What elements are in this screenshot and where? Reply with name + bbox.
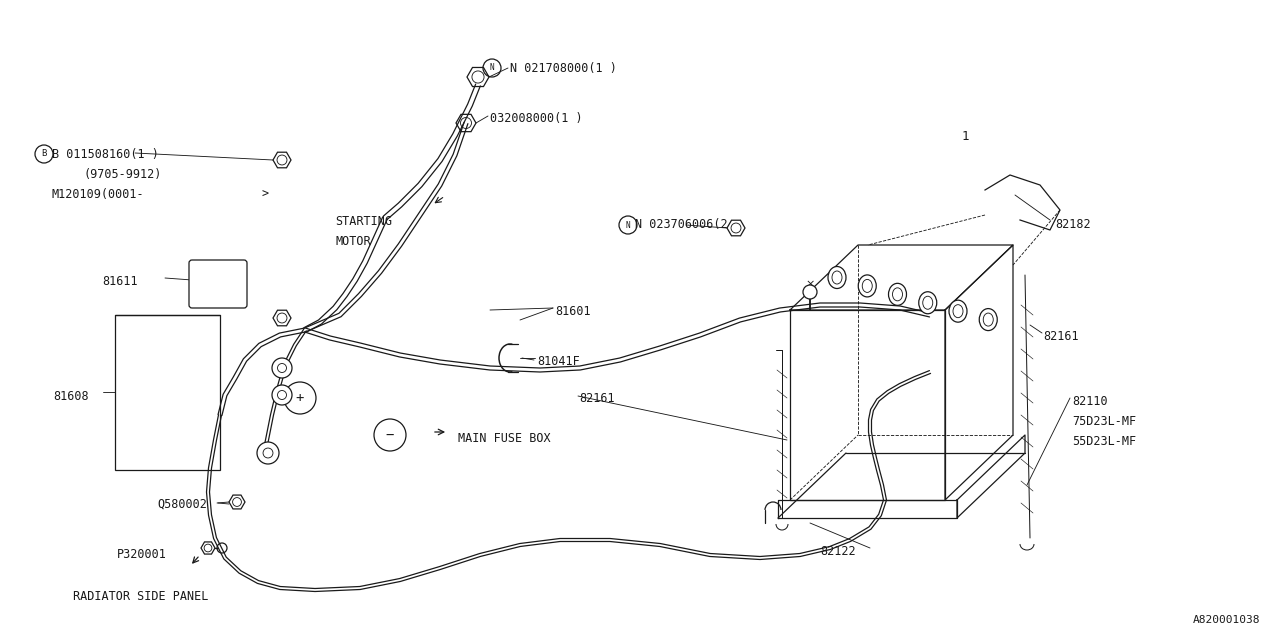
Ellipse shape [888, 284, 906, 305]
Text: N 023706006(2: N 023706006(2 [635, 218, 727, 231]
Text: N 021708000(1 ): N 021708000(1 ) [509, 62, 617, 75]
Text: N: N [626, 221, 630, 230]
Circle shape [273, 358, 292, 378]
Bar [115, 315, 220, 470]
Text: +: + [296, 391, 305, 405]
Circle shape [374, 419, 406, 451]
Circle shape [257, 442, 279, 464]
Text: N: N [490, 63, 494, 72]
Circle shape [803, 285, 817, 299]
Ellipse shape [979, 308, 997, 331]
Ellipse shape [919, 292, 937, 314]
Text: 032008000(1 ): 032008000(1 ) [490, 112, 582, 125]
Text: 81611: 81611 [102, 275, 138, 288]
Text: STARTING: STARTING [335, 215, 392, 228]
Text: 82161: 82161 [1043, 330, 1079, 343]
Text: (9705-9912): (9705-9912) [84, 168, 163, 181]
Text: 82122: 82122 [820, 545, 855, 558]
Text: M120109(0001-: M120109(0001- [52, 188, 145, 201]
Text: A820001038: A820001038 [1193, 615, 1260, 625]
Text: 82161: 82161 [579, 392, 614, 405]
Ellipse shape [828, 266, 846, 289]
Text: >: > [262, 188, 269, 201]
Circle shape [284, 382, 316, 414]
Text: 81601: 81601 [556, 305, 590, 318]
Text: 1: 1 [963, 130, 969, 143]
Text: ×: × [805, 279, 815, 289]
Text: 82110: 82110 [1073, 395, 1107, 408]
Text: 81041F: 81041F [538, 355, 580, 368]
Text: P320001: P320001 [116, 548, 166, 561]
Text: MOTOR: MOTOR [335, 235, 371, 248]
Ellipse shape [948, 300, 966, 322]
Text: B: B [41, 150, 46, 159]
Circle shape [273, 385, 292, 405]
Text: 75D23L-MF: 75D23L-MF [1073, 415, 1137, 428]
Text: RADIATOR SIDE PANEL: RADIATOR SIDE PANEL [73, 590, 209, 603]
Text: Q580002: Q580002 [157, 498, 207, 511]
Text: MAIN FUSE BOX: MAIN FUSE BOX [458, 432, 550, 445]
Text: 81608: 81608 [52, 390, 88, 403]
Text: 55D23L-MF: 55D23L-MF [1073, 435, 1137, 448]
Text: B 011508160(1 ): B 011508160(1 ) [52, 148, 159, 161]
Text: −: − [385, 428, 394, 442]
Text: 82182: 82182 [1055, 218, 1091, 231]
FancyBboxPatch shape [189, 260, 247, 308]
Ellipse shape [859, 275, 877, 297]
